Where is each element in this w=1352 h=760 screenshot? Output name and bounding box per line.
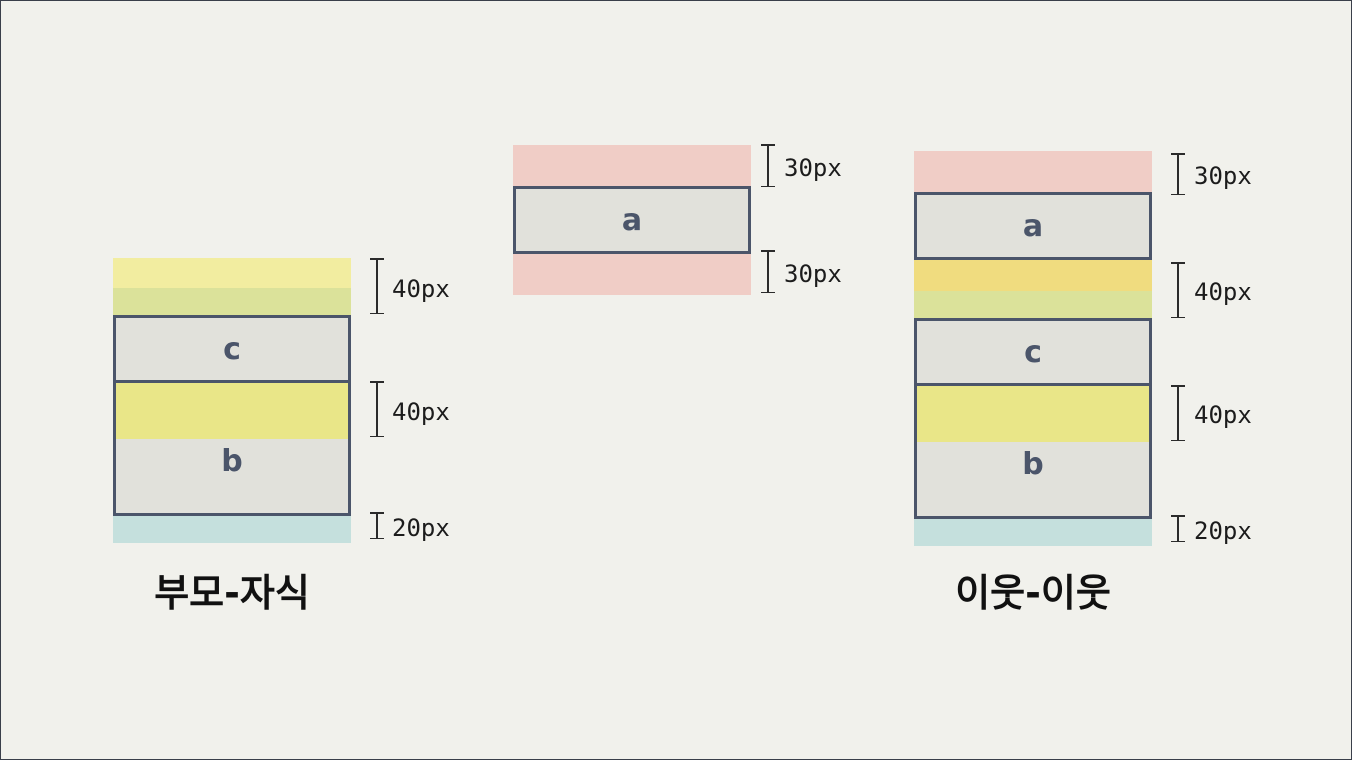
collapsed-margin-overlap (914, 259, 1152, 291)
dimension-label: 40px (1194, 278, 1252, 306)
dimension-label: 40px (392, 275, 450, 303)
margin-bottom (513, 253, 751, 295)
box-b: b (914, 383, 1152, 519)
dimension-bracket (1171, 153, 1185, 195)
dimension-label: 30px (784, 154, 842, 182)
dimension-bracket (370, 512, 384, 539)
dimension-label: 20px (1194, 517, 1252, 545)
box-c-label: c (223, 331, 241, 367)
box-a-label: a (621, 202, 643, 238)
box-b-label: b (1022, 447, 1044, 482)
box-b-label: b (221, 444, 243, 479)
dimension-bracket (1171, 515, 1185, 542)
box-a: a (513, 186, 751, 254)
box-c-label: c (1024, 334, 1042, 370)
box-c: c (113, 315, 351, 383)
child-margin-top (917, 386, 1149, 442)
dimension-label: 30px (1194, 162, 1252, 190)
collapsed-margin-overlap-lower (914, 291, 1152, 319)
box-b: b (113, 380, 351, 516)
dimension-bracket (370, 258, 384, 314)
parent-margin-bottom (914, 519, 1152, 546)
dimension-bracket (1171, 262, 1185, 318)
box-a: a (914, 192, 1152, 260)
margin-top (513, 145, 751, 187)
dimension-bracket (1171, 385, 1185, 441)
box-a-margin-top (914, 151, 1152, 193)
parent-margin-top (113, 258, 351, 288)
caption-parent-child: 부모-자식 (154, 571, 310, 615)
dimension-label: 20px (392, 514, 450, 542)
child-margin-top (116, 383, 348, 439)
dimension-bracket (761, 144, 775, 187)
dimension-label: 30px (784, 260, 842, 288)
dimension-bracket (370, 381, 384, 437)
box-c: c (914, 318, 1152, 386)
dimension-label: 40px (1194, 401, 1252, 429)
collapsed-margin-overlap (113, 288, 351, 316)
box-a-label: a (1022, 208, 1044, 244)
parent-margin-bottom (113, 516, 351, 543)
caption-siblings: 이웃-이웃 (955, 571, 1111, 615)
dimension-bracket (761, 250, 775, 293)
dimension-label: 40px (392, 398, 450, 426)
